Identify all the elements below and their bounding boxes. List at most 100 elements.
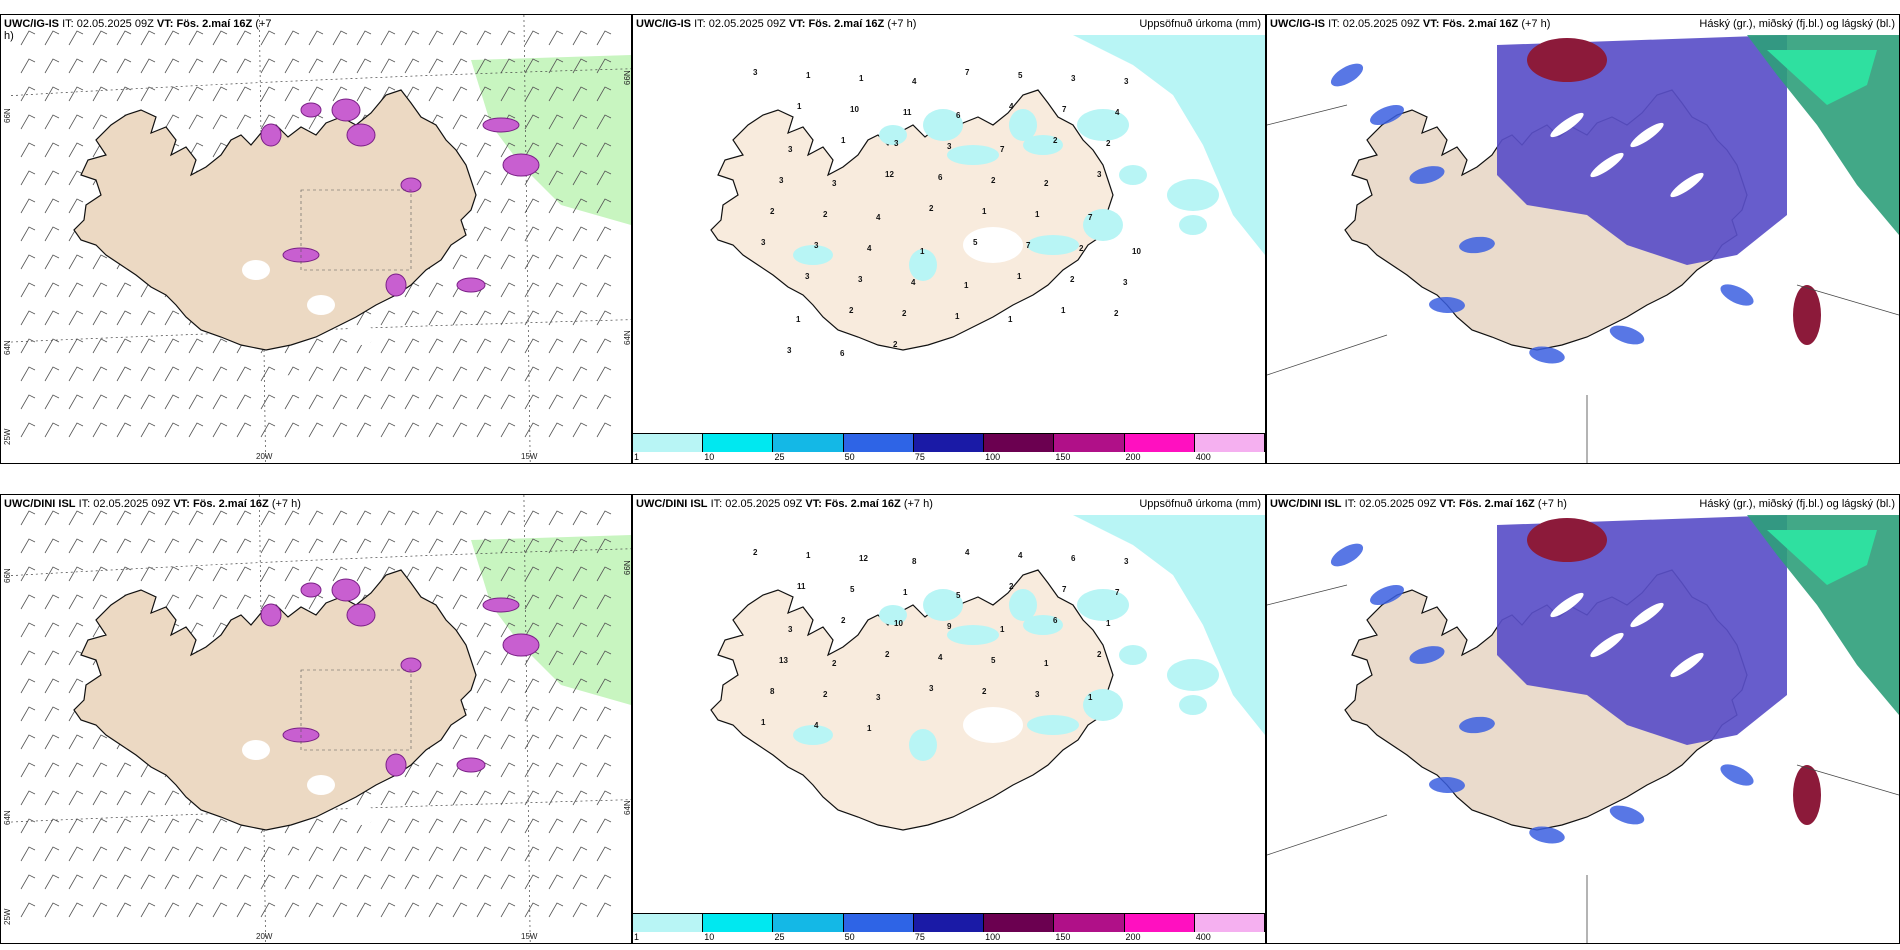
wind-barb: [524, 142, 540, 158]
wind-barb: [548, 622, 564, 638]
wind-barb: [380, 310, 396, 326]
wind-barb: [140, 538, 156, 554]
low-cloud: [1497, 35, 1787, 265]
clear-patch: [307, 295, 335, 315]
snow-cell: [300, 102, 322, 118]
wind-barb: [452, 846, 468, 862]
wind-barb: [260, 902, 276, 918]
wind-barb: [428, 366, 444, 382]
precip-value: 3: [876, 693, 881, 702]
wind-barb: [212, 114, 228, 130]
wind-barb: [452, 510, 468, 526]
precip-value: 5: [1018, 71, 1023, 80]
wind-barb: [476, 422, 492, 438]
wind-barb: [68, 310, 84, 326]
colorbar-tick-label: 10: [704, 452, 715, 462]
lon-label-20w: 20W: [256, 932, 273, 941]
wind-barb: [92, 114, 108, 130]
wind-barb: [500, 566, 516, 582]
colorbar-swatch: [703, 914, 774, 932]
colorbar-tick-label: 400: [1195, 932, 1211, 942]
low-cloud-streak: [1370, 584, 1404, 606]
clear-streak: [1550, 112, 1584, 138]
wind-barb: [596, 142, 612, 158]
precip-value: 2: [885, 650, 890, 659]
wind-barb: [596, 566, 612, 582]
precip-area: [793, 725, 833, 745]
wind-barb: [20, 366, 36, 382]
wind-barb: [116, 566, 132, 582]
wind-barb: [212, 846, 228, 862]
wind-barb: [524, 622, 540, 638]
wind-barb: [404, 86, 420, 102]
wind-barb: [188, 86, 204, 102]
wind-barb: [284, 30, 300, 46]
wind-barb: [212, 538, 228, 554]
wind-barb: [20, 874, 36, 890]
wind-barb: [548, 678, 564, 694]
wind-barb: [20, 58, 36, 74]
wind-barb: [596, 422, 612, 438]
wind-barb: [356, 902, 372, 918]
snow-cell: [502, 153, 540, 177]
wind-barb: [20, 282, 36, 298]
proj-line: [1267, 334, 1388, 376]
lat-label-66n: 66N: [3, 568, 12, 583]
wind-barb: [428, 310, 444, 326]
precip-area: [1119, 165, 1147, 185]
wind-barb: [476, 902, 492, 918]
wind-barb: [548, 58, 564, 74]
wind-barb: [356, 30, 372, 46]
precip-values: 3 1 1 47 5 3 31 10 11 64 7 431 3 3 72 23 312 6 2 232 2 42 1 1 73…: [753, 68, 1141, 358]
wind-barb: [164, 538, 180, 554]
precip-value: 3: [779, 176, 784, 185]
wind-map-panel-top: UWC/IG-IS IT: 02.05.2025 09Z VT: Fös. 2.…: [0, 14, 632, 464]
wind-barb: [68, 86, 84, 102]
wind-barb: [452, 338, 468, 354]
wind-barb: [92, 818, 108, 834]
wind-barb: [596, 170, 612, 186]
low-cloud-streak: [1529, 346, 1565, 364]
precip-value: 5: [991, 656, 996, 665]
wind-barb: [428, 846, 444, 862]
precip-value: 8: [912, 557, 917, 566]
wind-barb: [236, 594, 252, 610]
wind-barb: [500, 790, 516, 806]
wind-barb: [452, 734, 468, 750]
wind-barb: [116, 282, 132, 298]
precip-value: 2: [1053, 136, 1058, 145]
precip-value: 7: [1062, 105, 1067, 114]
wind-barb: [572, 422, 588, 438]
precip-value: 7: [1000, 145, 1005, 154]
wind-barb: [524, 734, 540, 750]
wind-barb: [332, 366, 348, 382]
precip-value: 4: [876, 213, 881, 222]
wind-barb: [596, 510, 612, 526]
wind-barb: [68, 902, 84, 918]
precip-value: 12: [859, 554, 868, 563]
lat-label-66n-right: 66N: [623, 560, 632, 575]
precip-area: [1119, 645, 1147, 665]
colorbar-swatch: [703, 434, 774, 452]
wind-barb: [380, 422, 396, 438]
wind-barb: [44, 902, 60, 918]
panel-subtitle: Uppsöfnuð úrkoma (mm): [1139, 18, 1261, 30]
precip-value: 11: [797, 582, 806, 591]
wind-barb: [92, 310, 108, 326]
wind-barb: [308, 902, 324, 918]
projection-lines: [1267, 584, 1899, 943]
wind-barb: [500, 902, 516, 918]
wind-barb: [596, 650, 612, 666]
precip-value: 4: [938, 653, 943, 662]
precip-value: 7: [1088, 213, 1093, 222]
wind-barb: [308, 422, 324, 438]
precip-area: [1023, 615, 1063, 635]
clear-streak: [1550, 592, 1584, 618]
wind-barb: [44, 790, 60, 806]
low-cloud-streak: [1720, 764, 1754, 786]
wind-barb: [212, 622, 228, 638]
precip-value: 1: [1044, 659, 1049, 668]
wind-barb: [356, 86, 372, 102]
wind-barb: [212, 394, 228, 410]
wind-barb: [524, 566, 540, 582]
